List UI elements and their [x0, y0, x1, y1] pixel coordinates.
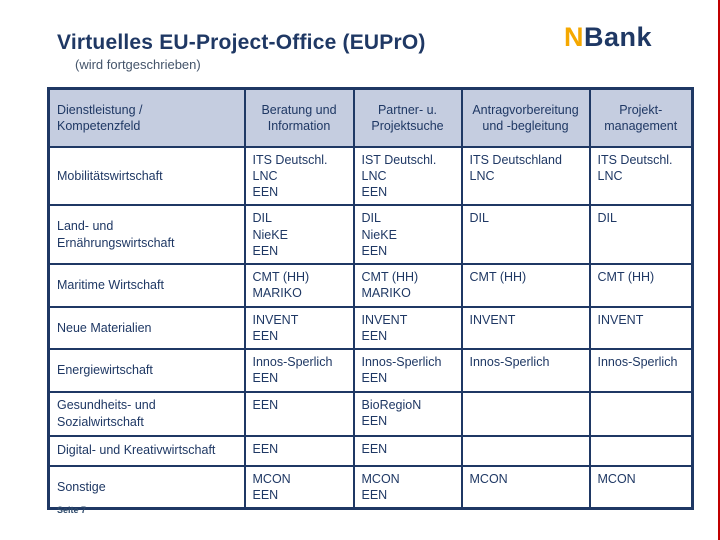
page-number: Seite 7: [57, 505, 87, 515]
column-header-antrag: Antragvorbereitung und -begleitung: [460, 87, 591, 148]
table-cell: CMT (HH) MARIKO: [243, 263, 355, 308]
table-cell: DIL NieKE EEN: [243, 204, 355, 265]
red-edge-line: [718, 0, 720, 540]
column-header-dienstleistung: Dienstleistung / Kompetenzfeld: [47, 87, 246, 148]
table-cell: BioRegioN EEN: [352, 390, 463, 437]
table-row: Energiewirtschaft Innos-Sperlich EEN Inn…: [47, 348, 694, 393]
row-label: Digital- und Kreativwirtschaft: [47, 434, 246, 467]
table-cell: IST Deutschl. LNC EEN: [352, 145, 463, 207]
table-cell: [588, 390, 694, 437]
table-cell: Innos-Sperlich EEN: [243, 348, 355, 393]
table-cell: ITS Deutschl. LNC EEN: [243, 145, 355, 207]
page-title: Virtuelles EU-Project-Office (EUPrO): [57, 31, 426, 54]
table-row: Maritime Wirtschaft CMT (HH) MARIKO CMT …: [47, 263, 694, 308]
row-label: Land- und Ernährungswirtschaft: [47, 204, 246, 265]
table-cell: ITS Deutschl. LNC: [588, 145, 694, 207]
table-header-row: Dienstleistung / Kompetenzfeld Beratung …: [47, 87, 694, 148]
row-label: Maritime Wirtschaft: [47, 263, 246, 308]
row-label: Energiewirtschaft: [47, 348, 246, 393]
table-cell: [460, 434, 591, 467]
table-cell: INVENT EEN: [243, 305, 355, 350]
table-cell: CMT (HH): [460, 263, 591, 308]
table-row: Digital- und Kreativwirtschaft EEN EEN: [47, 434, 694, 467]
table-cell: [460, 390, 591, 437]
table-cell: INVENT: [460, 305, 591, 350]
table-cell: EEN: [243, 434, 355, 467]
table-row: Mobilitätswirtschaft ITS Deutschl. LNC E…: [47, 145, 694, 207]
table-cell: CMT (HH): [588, 263, 694, 308]
row-label: Mobilitätswirtschaft: [47, 145, 246, 207]
table-row: Neue Materialien INVENT EEN INVENT EEN I…: [47, 305, 694, 350]
page-subtitle: (wird fortgeschrieben): [75, 57, 201, 72]
logo-word-bank: Bank: [583, 22, 652, 52]
column-header-beratung: Beratung und Information: [243, 87, 355, 148]
table-cell: MCON: [588, 464, 694, 510]
table-cell: [588, 434, 694, 467]
table-cell: DIL: [460, 204, 591, 265]
table-cell: MCON EEN: [352, 464, 463, 510]
table-cell: Innos-Sperlich EEN: [352, 348, 463, 393]
table-cell: MCON EEN: [243, 464, 355, 510]
table-cell: DIL: [588, 204, 694, 265]
column-header-partner: Partner- u. Projektsuche: [352, 87, 463, 148]
table-cell: MCON: [460, 464, 591, 510]
eu-project-office-table: Dienstleistung / Kompetenzfeld Beratung …: [47, 87, 694, 510]
column-header-projektmanagement: Projekt- management: [588, 87, 694, 148]
table-cell: Innos-Sperlich: [588, 348, 694, 393]
row-label: Gesundheits- und Sozialwirtschaft: [47, 390, 246, 437]
row-label: Neue Materialien: [47, 305, 246, 350]
logo-letter-n: N: [563, 22, 584, 52]
title-block: Virtuelles EU-Project-Office (EUPrO) (wi…: [57, 31, 426, 72]
table-row: Sonstige MCON EEN MCON EEN MCON MCON: [47, 464, 694, 510]
table-cell: EEN: [243, 390, 355, 437]
table-cell: ITS Deutschland LNC: [460, 145, 591, 207]
table-cell: INVENT EEN: [352, 305, 463, 350]
table-cell: EEN: [352, 434, 463, 467]
table-row: Gesundheits- und Sozialwirtschaft EEN Bi…: [47, 390, 694, 437]
table-cell: Innos-Sperlich: [460, 348, 591, 393]
table-row: Land- und Ernährungswirtschaft DIL NieKE…: [47, 204, 694, 265]
table-cell: DIL NieKE EEN: [352, 204, 463, 265]
table-cell: INVENT: [588, 305, 694, 350]
nbank-logo: NBank: [564, 22, 652, 53]
row-label: Sonstige: [47, 464, 246, 510]
table-cell: CMT (HH) MARIKO: [352, 263, 463, 308]
